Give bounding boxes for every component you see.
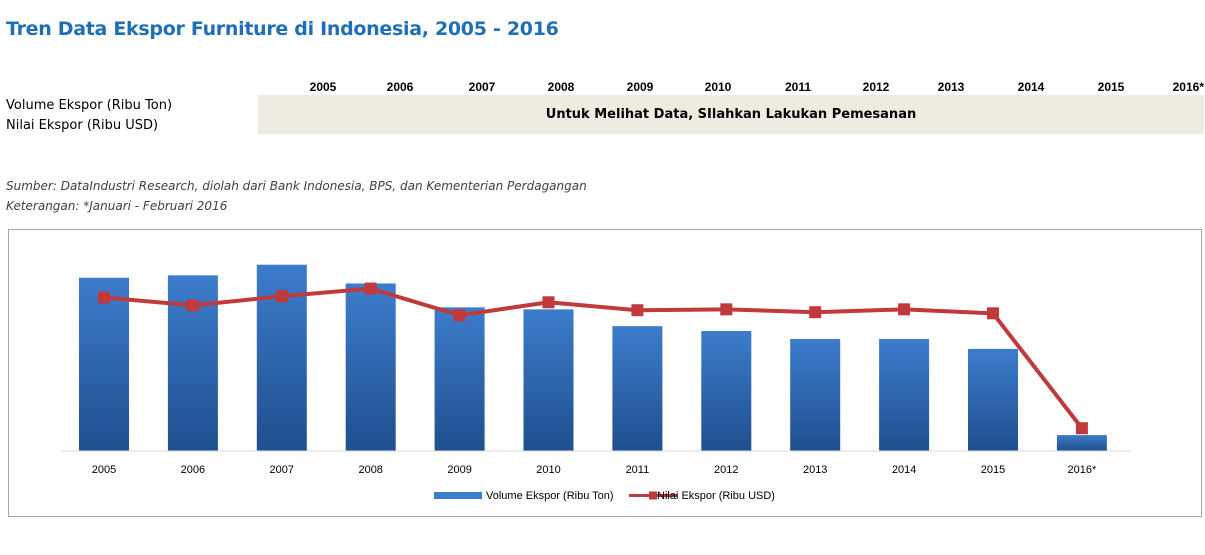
volume-bar (968, 348, 1018, 451)
x-tick-label: 2013 (803, 464, 827, 476)
year-header: 2005 (309, 80, 337, 94)
page-title: Tren Data Ekspor Furniture di Indonesia,… (6, 18, 559, 40)
year-header: 2007 (468, 80, 496, 94)
value-point-marker (275, 290, 288, 303)
order-notice-text: Untuk Melihat Data, SIlahkan Lakukan Pem… (545, 107, 917, 122)
year-header: 2013 (937, 80, 965, 94)
volume-bar (79, 277, 129, 451)
year-header: 2010 (704, 80, 732, 94)
value-point-marker (186, 299, 199, 312)
value-point-marker (631, 304, 644, 317)
volume-bar (701, 330, 752, 451)
value-series-line (103, 286, 1084, 430)
year-header: 2016* (1172, 80, 1204, 94)
year-header: 2008 (547, 80, 575, 94)
source-note: Sumber: DataIndustri Research, diolah da… (6, 179, 587, 193)
value-point-marker (453, 309, 466, 322)
x-tick-label: 2008 (358, 464, 382, 476)
x-tick-label: 2007 (270, 464, 294, 476)
row-label-value: Nilai Ekspor (Ribu USD) (6, 118, 159, 133)
x-tick-label: 2010 (536, 464, 560, 476)
export-trend-chart: 2005 2006 2007 2008 2009 2010 2011 2012 2013 2014… (61, 264, 1131, 502)
value-point-marker (987, 307, 999, 320)
year-header: 2009 (626, 80, 654, 94)
chart-frame: 2005 2006 2007 2008 2009 2010 2011 2012 2013 2014… (8, 229, 1202, 517)
x-tick-label: 2014 (892, 464, 916, 476)
legend: Volume Ekspor (Ribu Ton) Nilai Ekspor (R… (434, 490, 775, 502)
volume-bar (1056, 435, 1107, 451)
legend-value-label: Nilai Ekspor (Ribu USD) (657, 490, 775, 502)
x-tick-label: 2005 (92, 464, 116, 476)
value-point-marker (1075, 422, 1088, 435)
value-point-marker (542, 296, 555, 309)
value-point-marker (364, 282, 377, 295)
value-point-marker (809, 306, 822, 319)
order-notice-band: Untuk Melihat Data, SIlahkan Lakukan Pem… (258, 95, 1204, 134)
year-header: 2011 (784, 80, 812, 94)
x-tick-label: 2012 (714, 464, 738, 476)
value-point-marker (98, 291, 110, 304)
volume-bar (434, 307, 485, 451)
volume-bar (790, 338, 841, 451)
volume-bar (612, 326, 663, 451)
volume-bar (879, 338, 930, 451)
row-label-volume: Volume Ekspor (Ribu Ton) (6, 98, 173, 113)
value-point-marker (898, 303, 911, 316)
year-header: 2012 (862, 80, 890, 94)
volume-bar (523, 309, 574, 451)
x-tick-label: 2015 (981, 464, 1005, 476)
year-header: 2015 (1097, 80, 1125, 94)
x-tick-label: 2006 (181, 464, 205, 476)
x-tick-label: 2009 (447, 464, 471, 476)
x-tick-label: 2016* (1068, 464, 1097, 476)
year-header: 2014 (1017, 80, 1045, 94)
year-header: 2006 (386, 80, 414, 94)
legend-volume-label: Volume Ekspor (Ribu Ton) (486, 490, 614, 502)
remark-note: Keterangan: *Januari - Februari 2016 (6, 199, 228, 213)
legend-value-marker (649, 491, 657, 500)
volume-bar (345, 283, 396, 451)
x-tick-label: 2011 (626, 464, 650, 476)
value-point-marker (720, 303, 733, 316)
legend-volume-swatch (434, 492, 482, 499)
